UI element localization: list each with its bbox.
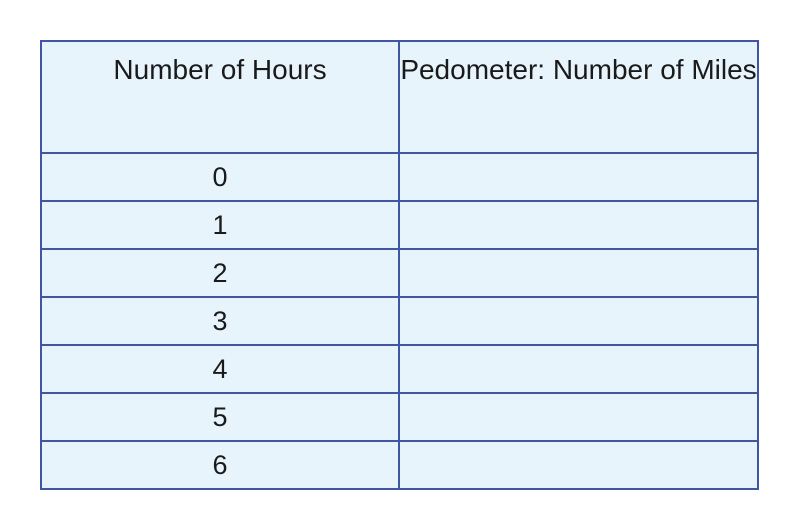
miles-cell[interactable] bbox=[398, 344, 759, 394]
table-row: 5 bbox=[40, 392, 759, 442]
miles-cell[interactable] bbox=[398, 392, 759, 442]
table-row: 0 bbox=[40, 152, 759, 202]
table-row: 2 bbox=[40, 248, 759, 298]
miles-cell[interactable] bbox=[398, 248, 759, 298]
hours-cell: 3 bbox=[40, 296, 400, 346]
table-row: 6 bbox=[40, 440, 759, 490]
hours-cell: 2 bbox=[40, 248, 400, 298]
hours-cell: 5 bbox=[40, 392, 400, 442]
hours-cell: 4 bbox=[40, 344, 400, 394]
table-row: 4 bbox=[40, 344, 759, 394]
miles-cell[interactable] bbox=[398, 200, 759, 250]
hours-cell: 0 bbox=[40, 152, 400, 202]
table-row: 1 bbox=[40, 200, 759, 250]
header-pedometer-miles: Pedometer: Number of Miles bbox=[398, 40, 759, 154]
hours-miles-table: Number of Hours Pedometer: Number of Mil… bbox=[40, 40, 759, 490]
miles-cell[interactable] bbox=[398, 296, 759, 346]
header-row: Number of Hours Pedometer: Number of Mil… bbox=[40, 40, 759, 154]
table-row: 3 bbox=[40, 296, 759, 346]
hours-cell: 6 bbox=[40, 440, 400, 490]
header-number-of-hours: Number of Hours bbox=[40, 40, 400, 154]
miles-cell[interactable] bbox=[398, 440, 759, 490]
hours-cell: 1 bbox=[40, 200, 400, 250]
miles-cell[interactable] bbox=[398, 152, 759, 202]
